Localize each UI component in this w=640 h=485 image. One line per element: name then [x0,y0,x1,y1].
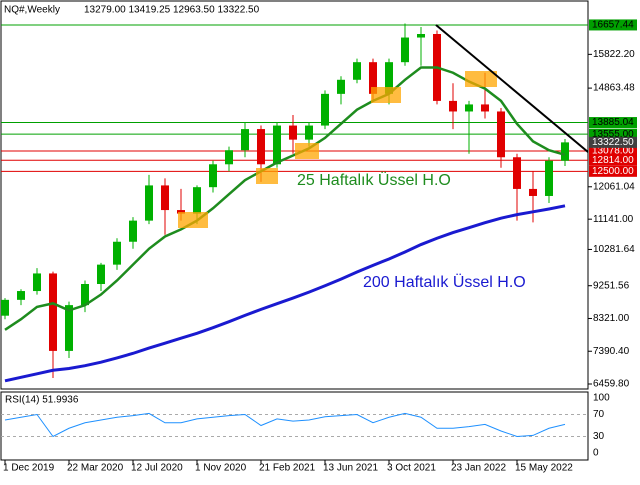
candle-body [449,100,457,112]
candle-body [1,299,9,316]
x-tick-label: 15 May 2022 [515,463,573,474]
candle-body [289,125,297,140]
zone-box [178,212,208,228]
candle-body [417,34,425,38]
candle-body [305,125,313,140]
candle-body [49,273,57,351]
level-tag [589,19,637,31]
y-tick-label: 15822.20 [593,49,635,60]
main-panel [0,0,589,390]
candle-body [209,164,217,188]
level-tag [589,136,637,148]
rsi-tick-label: 0 [593,448,599,459]
x-tick-label: 13 Jun 2021 [323,463,378,474]
candle-body [465,104,473,112]
candle-body [545,160,553,196]
candle-body [33,273,41,292]
level-tag [589,165,637,177]
rsi-title: RSI(14) 51.9936 [5,395,79,406]
x-tick-label: 3 Oct 2021 [387,463,436,474]
x-tick-label: 23 Jan 2022 [451,463,506,474]
candle-body [161,185,169,211]
candle-body [353,62,361,80]
x-tick-label: 12 Jul 2020 [131,463,183,474]
candle-body [81,284,89,306]
candle-body [337,79,345,94]
candle-body [129,220,137,242]
level-label: 13078.00 [592,146,634,157]
x-tick-label: 1 Nov 2020 [195,463,247,474]
y-tick-label: 9251.56 [593,280,630,291]
rsi-panel [0,391,589,461]
y-tick-label: 8321.00 [593,313,630,324]
level-label: 16657.44 [592,20,634,31]
ohlc-label: 13279.00 13419.25 12963.50 13322.50 [84,5,260,16]
rsi-line [4,412,566,438]
x-tick-label: 1 Dec 2019 [3,463,55,474]
candle-body [529,188,537,196]
level-label: 13322.50 [592,137,634,148]
candle-body [321,93,329,126]
level-tag [589,154,637,166]
level-label: 12500.00 [592,166,634,177]
candle-body [385,62,393,94]
candle-body [225,150,233,165]
candle-body [145,185,153,221]
y-tick-label: 7390.40 [593,346,630,357]
level-tag [589,145,637,157]
zone-box [256,168,278,184]
candle-body [113,241,121,265]
candle-body [401,37,409,63]
zone-box [465,71,497,87]
candle-body [17,291,25,300]
candle-body [273,125,281,165]
y-tick-label: 12061.04 [593,181,635,192]
candle-body [513,157,521,189]
candle-body [257,129,265,165]
rsi-tick-label: 100 [593,393,610,404]
candle-body [65,305,73,351]
level-tag [589,117,637,129]
level-label: 12814.00 [592,155,634,166]
x-tick-label: 21 Feb 2021 [259,463,316,474]
candle-body [177,210,185,214]
y-tick-label: 14863.48 [593,83,635,94]
rsi-tick-label: 70 [593,409,605,420]
y-tick-label: 10281.64 [593,244,635,255]
trend-line [435,24,589,153]
x-tick-label: 22 Mar 2020 [67,463,124,474]
y-tick-label: 11141.00 [593,214,634,225]
candle-body [369,62,377,94]
ma-line [4,204,566,383]
ema25-label: 25 Haftalık Üssel H.O [297,171,451,189]
chart-title: NQ#,Weekly [4,5,60,16]
zone-box [371,87,401,103]
candle-body [193,187,201,214]
candle-body [481,104,489,112]
ema200-label: 200 Haftalık Üssel H.O [363,273,526,291]
level-tag [589,128,637,140]
level-label: 13555.00 [592,129,634,140]
candle-body [97,264,105,285]
y-tick-label: 6459.80 [593,379,630,390]
candle-body [497,111,505,158]
zone-box [295,143,319,159]
rsi-tick-label: 30 [593,431,605,442]
level-label: 13885.04 [592,117,634,128]
candle-body [561,142,569,161]
candle-body [241,129,249,151]
